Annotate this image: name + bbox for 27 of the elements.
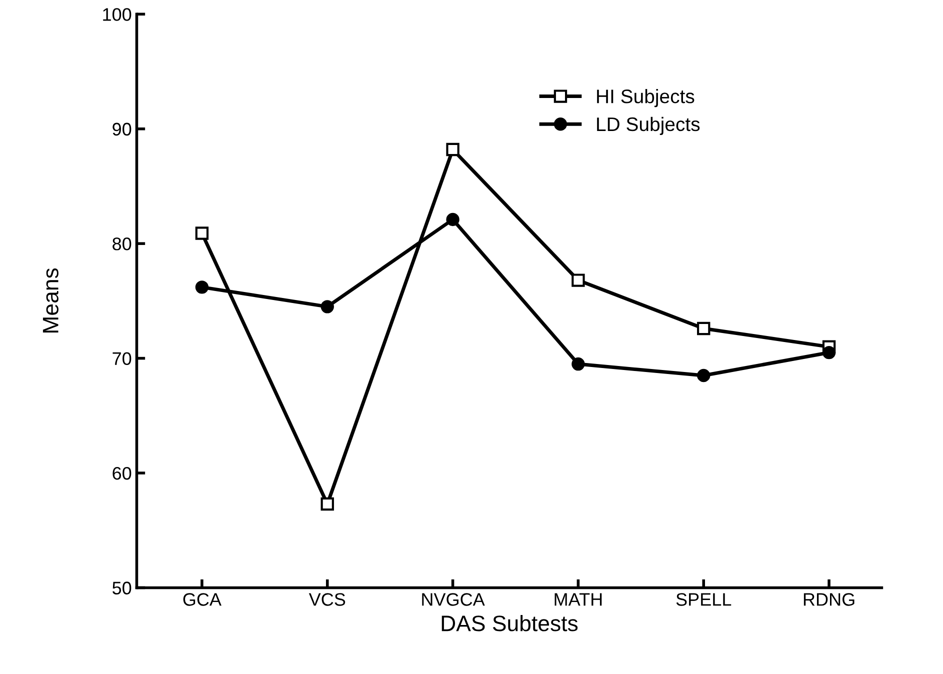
x-tick-label: VCS — [308, 593, 346, 606]
x-tick-label: NVGCA — [422, 593, 485, 606]
y-tick-label: 80 — [112, 238, 132, 250]
point — [697, 368, 710, 382]
point — [822, 346, 836, 360]
point — [572, 274, 585, 287]
legend-label: LD Subjects — [597, 116, 700, 135]
y-tick-label: 50 — [112, 582, 132, 594]
point — [446, 212, 460, 226]
y-tick-label: 100 — [103, 8, 132, 21]
point — [195, 226, 209, 240]
x-axis-title: DAS Subtests — [442, 614, 578, 632]
point — [446, 142, 460, 156]
x-tick-label: MATH — [554, 593, 602, 606]
point — [195, 280, 209, 294]
y-tick-label: 60 — [112, 466, 132, 480]
y-tick-label: 90 — [112, 122, 132, 136]
point — [697, 322, 710, 336]
x-tick-label: SPELL — [676, 593, 732, 606]
y-tick-label: 70 — [112, 352, 132, 366]
point — [320, 497, 334, 511]
x-tick-label: GCA — [183, 593, 222, 606]
y-axis-title: Means — [42, 268, 58, 332]
point — [572, 357, 585, 371]
point — [320, 300, 334, 314]
legend-label: HI Subjects — [597, 89, 694, 108]
x-tick-label: RDNG — [804, 593, 854, 606]
